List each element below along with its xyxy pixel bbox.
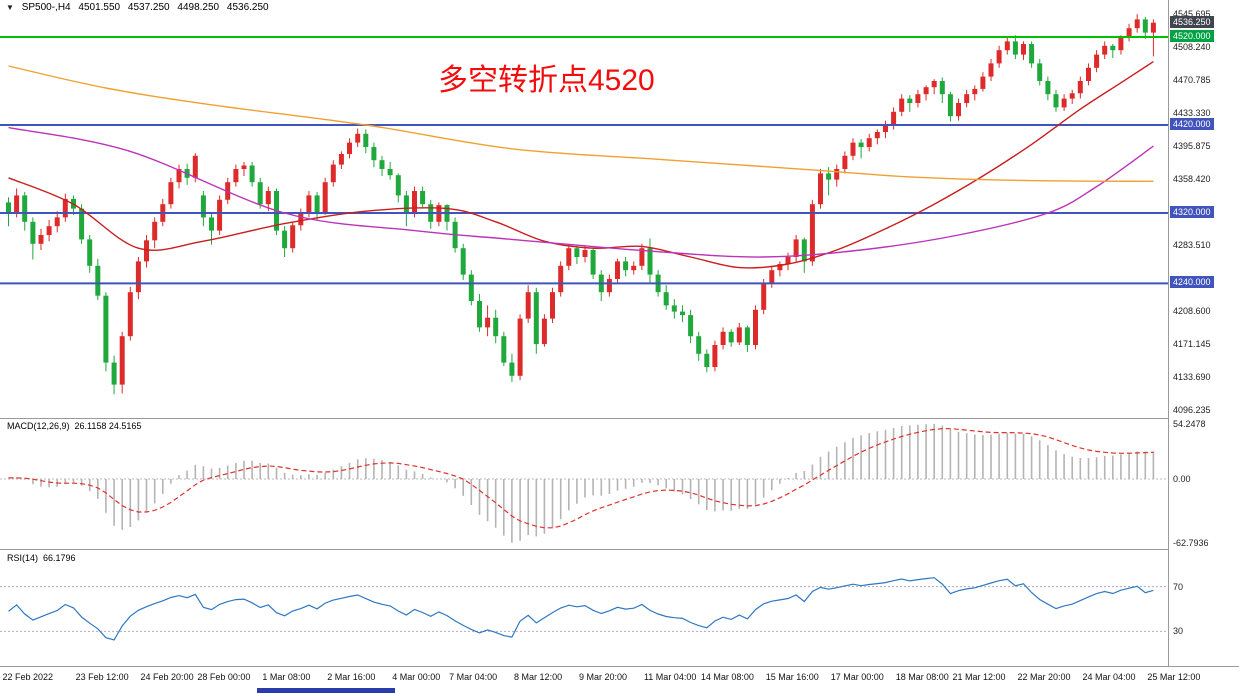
macd-histogram	[7, 423, 1155, 543]
quote-line: ▼ SP500-,H4 4501.550 4537.250 4498.250 4…	[6, 2, 274, 13]
macd-scale-label: -62.7936	[1173, 537, 1209, 548]
ma-slow-orange	[8, 65, 1154, 182]
rsi-label: RSI(14) 66.1796	[7, 553, 81, 563]
axis-separator	[1168, 0, 1169, 666]
price-badge-4320: 4320.000	[1170, 206, 1214, 218]
time-axis-label: 24 Mar 04:00	[1082, 672, 1136, 682]
panel-separator-1[interactable]	[0, 418, 1239, 419]
price-scale-label: 4358.420	[1173, 174, 1211, 185]
time-axis-label: 1 Mar 08:00	[262, 672, 311, 682]
time-axis-label: 22 Mar 20:00	[1017, 672, 1071, 682]
time-axis-label: 9 Mar 20:00	[579, 672, 628, 682]
rsi-name: RSI(14)	[7, 553, 39, 563]
price-scale-label: 4283.510	[1173, 240, 1211, 251]
h-scrollbar-thumb[interactable]	[257, 688, 395, 693]
rsi-scale-label: 70	[1173, 581, 1184, 592]
macd-scale-label: 54.2478	[1173, 418, 1206, 429]
time-axis-label: 11 Mar 04:00	[643, 672, 697, 682]
symbol-marker-icon: ▼	[6, 3, 14, 12]
macd-name: MACD(12,26,9)	[7, 421, 70, 431]
chart-text-annotation[interactable]: 多空转折点4520	[438, 64, 655, 97]
macd-values: 26.1158 24.5165	[74, 421, 142, 431]
macd-scale-label: 0.00	[1173, 474, 1191, 484]
panel-separator-2[interactable]	[0, 549, 1239, 550]
rsi-value: 66.1796	[43, 553, 76, 563]
time-axis-border	[0, 666, 1239, 667]
price-scale-label: 4096.235	[1173, 404, 1211, 415]
time-axis-label: 14 Mar 08:00	[700, 672, 754, 682]
ma-fast-red	[8, 61, 1154, 269]
time-axis-label: 2 Mar 16:00	[327, 672, 376, 682]
price-badge-4520: 4520.000	[1170, 30, 1214, 42]
price-axis[interactable]: 4545.695 4508.240 4470.785 4433.330 4395.875…	[1169, 0, 1239, 666]
time-axis-label: 7 Mar 04:00	[449, 672, 498, 682]
time-axis-label: 23 Feb 12:00	[75, 672, 129, 682]
time-axis-label: 4 Mar 00:00	[392, 672, 441, 682]
time-axis[interactable]: 22 Feb 2022 23 Feb 12:00 24 Feb 20:00 28 Fe…	[0, 667, 1239, 693]
time-axis-label: 22 Feb 2022	[2, 672, 54, 682]
symbol-name: SP500-,H4	[21, 2, 71, 13]
macd-signal-line	[8, 427, 1154, 529]
time-axis-label: 17 Mar 00:00	[830, 672, 884, 682]
price-badge-4240: 4240.000	[1170, 276, 1214, 289]
price-scale-label: 4508.240	[1173, 42, 1211, 53]
quote-high: 4537.250	[127, 2, 170, 13]
quote-close: 4536.250	[226, 2, 269, 13]
macd-label: MACD(12,26,9) 26.1158 24.5165	[7, 421, 146, 431]
time-axis-label: 15 Mar 16:00	[765, 672, 819, 682]
ma-mid-magenta	[8, 126, 1154, 258]
time-axis-label: 18 Mar 08:00	[895, 672, 949, 682]
price-scale-label: 4171.145	[1173, 338, 1211, 349]
rsi-scale-label: 30	[1173, 626, 1184, 637]
price-scale-label: 4208.600	[1173, 306, 1211, 317]
quote-open: 4501.550	[78, 2, 121, 13]
rsi-line	[8, 577, 1154, 641]
quote-low: 4498.250	[177, 2, 220, 13]
price-scale-label: 4545.695	[1173, 9, 1211, 20]
time-axis-label: 24 Feb 20:00	[140, 672, 194, 682]
price-badge-4536.25: 4536.250	[1170, 15, 1214, 28]
price-scale-label: 4470.785	[1173, 75, 1211, 86]
price-scale-label: 4133.690	[1173, 371, 1211, 382]
time-axis-label: 25 Mar 12:00	[1147, 672, 1201, 682]
time-axis-label: 21 Mar 12:00	[952, 672, 1006, 682]
price-scale-label: 4395.875	[1173, 141, 1211, 152]
price-scale-label: 4433.330	[1173, 108, 1211, 119]
time-axis-label: 8 Mar 12:00	[514, 672, 563, 682]
time-axis-label: 28 Feb 00:00	[197, 672, 251, 682]
price-badge-4420: 4420.000	[1170, 118, 1214, 130]
